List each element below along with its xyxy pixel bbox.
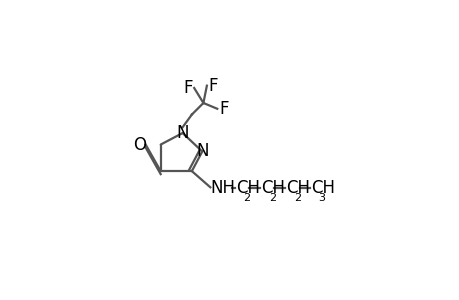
Text: CH: CH bbox=[235, 179, 259, 197]
Text: F: F bbox=[183, 79, 193, 97]
Text: N: N bbox=[196, 142, 208, 160]
Text: F: F bbox=[208, 77, 218, 95]
Text: 2: 2 bbox=[243, 193, 250, 203]
Text: 2: 2 bbox=[268, 193, 275, 203]
Text: 3: 3 bbox=[318, 193, 325, 203]
Text: CH: CH bbox=[310, 179, 334, 197]
Text: 2: 2 bbox=[294, 193, 301, 203]
Text: O: O bbox=[133, 136, 146, 154]
Text: CH: CH bbox=[286, 179, 310, 197]
Text: CH: CH bbox=[261, 179, 285, 197]
Text: N: N bbox=[176, 124, 189, 142]
Text: NH: NH bbox=[210, 179, 235, 197]
Text: F: F bbox=[218, 100, 228, 118]
